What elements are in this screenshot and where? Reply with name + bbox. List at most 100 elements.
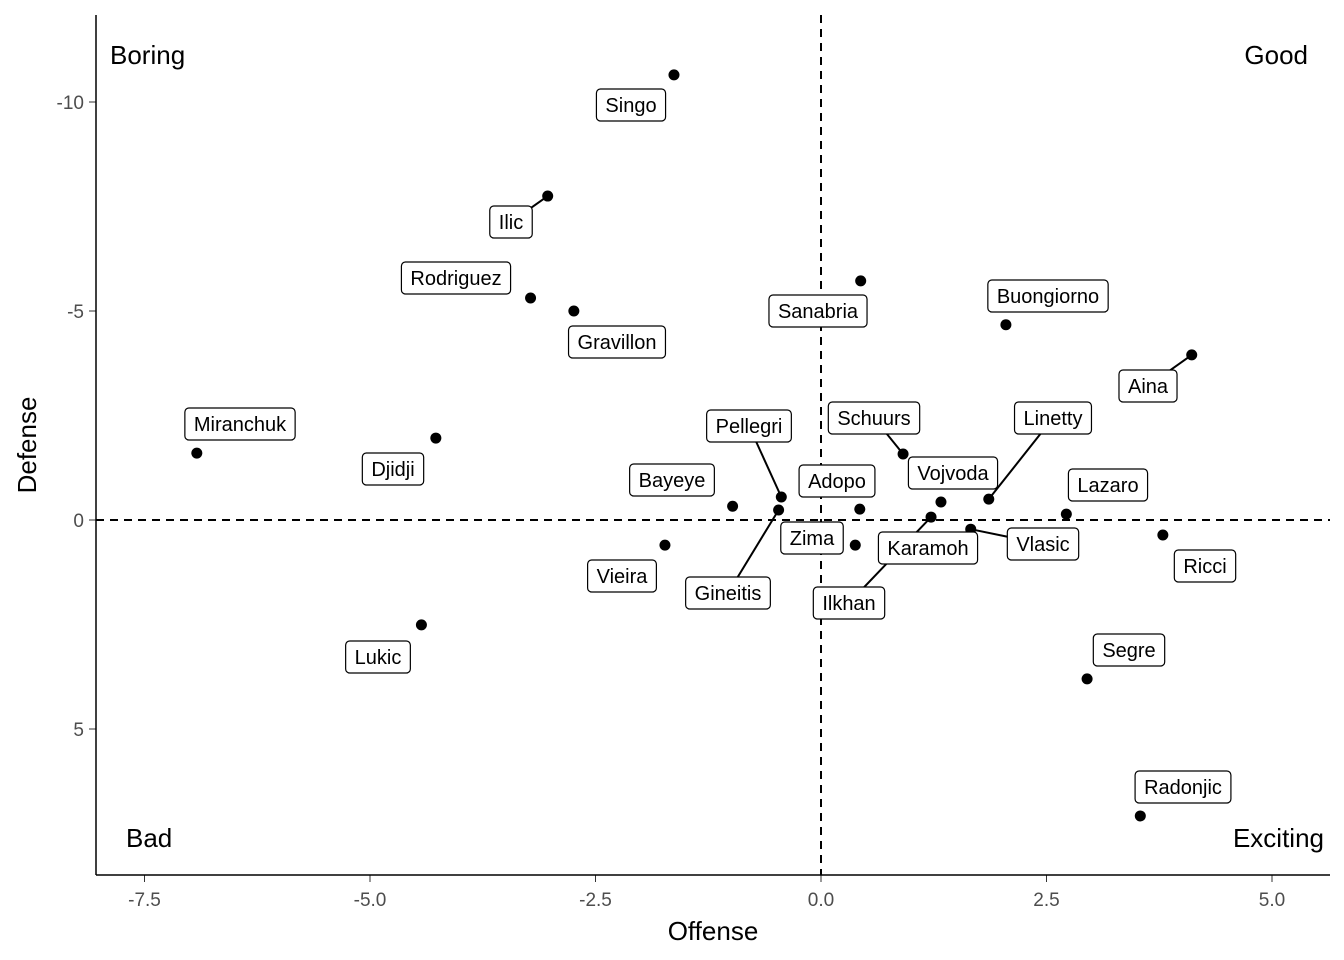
label-box	[780, 521, 844, 555]
data-point	[191, 447, 203, 459]
label-text: Adopo	[808, 471, 866, 493]
y-tick-label: 0	[73, 511, 84, 532]
data-point	[935, 496, 947, 508]
label-box	[798, 464, 876, 498]
point-label: Ilkhan	[812, 586, 886, 620]
quadrant-label-boring: Boring	[110, 40, 185, 70]
point-label: Schuurs	[827, 401, 921, 435]
point-label: Miranchuk	[184, 407, 296, 441]
point-label: Ricci	[1173, 549, 1237, 583]
data-point	[1081, 673, 1093, 685]
label-text: Bayeye	[639, 470, 706, 492]
x-axis-label: Offense	[668, 916, 759, 946]
point-label: Bayeye	[629, 463, 715, 497]
x-tick-label: -2.5	[579, 890, 612, 911]
data-point	[854, 503, 866, 515]
data-point	[415, 619, 427, 631]
point-label: Adopo	[798, 464, 876, 498]
point-label: Radonjic	[1134, 770, 1232, 804]
data-point	[1060, 508, 1072, 520]
y-tick-label: -5	[67, 302, 84, 323]
label-text: Pellegri	[716, 416, 783, 438]
label-box	[361, 452, 425, 486]
label-text: Rodriguez	[410, 268, 501, 290]
label-box	[768, 294, 868, 328]
data-point	[1000, 319, 1012, 331]
x-tick-label: 5.0	[1259, 890, 1285, 911]
point-label: Sanabria	[768, 294, 868, 328]
point-label: Gravillon	[567, 325, 667, 359]
point-label: Singo	[595, 88, 667, 122]
point-label: Rodriguez	[400, 261, 512, 295]
label-box	[400, 261, 512, 295]
data-point	[659, 539, 671, 551]
label-box	[1118, 369, 1178, 403]
x-tick-label: -5.0	[354, 890, 387, 911]
y-tick-label: -10	[57, 93, 84, 114]
x-tick-label: 0.0	[808, 890, 834, 911]
label-box	[587, 559, 657, 593]
point-label: Zima	[780, 521, 844, 555]
label-box	[595, 88, 667, 122]
label-box	[987, 279, 1109, 313]
label-box	[812, 586, 886, 620]
data-point	[1157, 529, 1169, 541]
label-text: Ricci	[1183, 556, 1226, 578]
label-box	[1006, 527, 1080, 561]
label-box	[706, 409, 792, 443]
point-label: Vlasic	[1006, 527, 1080, 561]
label-text: Miranchuk	[194, 414, 287, 436]
label-box	[345, 640, 411, 674]
point-label: Vojvoda	[907, 456, 999, 490]
label-text: Gineitis	[695, 583, 762, 605]
quadrant-label-exciting: Exciting	[1233, 823, 1324, 853]
label-text: Sanabria	[778, 301, 859, 323]
label-text: Lukic	[355, 647, 402, 669]
point-label: Lazaro	[1067, 468, 1149, 502]
point-label: Linetty	[1013, 401, 1093, 435]
point-label: Djidji	[361, 452, 425, 486]
label-text: Vlasic	[1016, 534, 1069, 556]
data-point	[668, 69, 680, 81]
label-text: Vieira	[597, 566, 649, 588]
label-text: Radonjic	[1144, 777, 1222, 799]
label-box	[827, 401, 921, 435]
label-text: Singo	[605, 95, 656, 117]
label-text: Schuurs	[837, 408, 910, 430]
label-box	[1173, 549, 1237, 583]
label-text: Aina	[1128, 376, 1169, 398]
x-tick-label: -7.5	[128, 890, 161, 911]
quadrant-label-bad: Bad	[126, 823, 172, 853]
label-text: Lazaro	[1077, 475, 1138, 497]
data-point	[568, 305, 580, 317]
data-point	[849, 539, 861, 551]
label-text: Segre	[1102, 640, 1155, 662]
label-box	[629, 463, 715, 497]
data-point	[430, 432, 442, 444]
label-box	[685, 576, 771, 610]
quadrant-label-good: Good	[1244, 40, 1308, 70]
label-box	[1092, 633, 1166, 667]
data-point	[525, 292, 537, 304]
label-text: Djidji	[371, 459, 414, 481]
label-box	[907, 456, 999, 490]
data-point	[1134, 810, 1146, 822]
label-text: Linetty	[1024, 408, 1083, 430]
data-point	[727, 500, 739, 512]
label-box	[1013, 401, 1093, 435]
y-axis-label: Defense	[12, 397, 42, 494]
label-box	[1067, 468, 1149, 502]
label-box	[877, 531, 979, 565]
point-label: Segre	[1092, 633, 1166, 667]
label-text: Ilkhan	[822, 593, 875, 615]
label-text: Zima	[790, 528, 835, 550]
point-label: Buongiorno	[987, 279, 1109, 313]
label-text: Vojvoda	[917, 463, 989, 485]
point-label: Aina	[1118, 369, 1178, 403]
point-label: Gineitis	[685, 576, 771, 610]
label-box	[1134, 770, 1232, 804]
point-label: Lukic	[345, 640, 411, 674]
data-point	[855, 275, 867, 287]
points	[191, 69, 1198, 822]
